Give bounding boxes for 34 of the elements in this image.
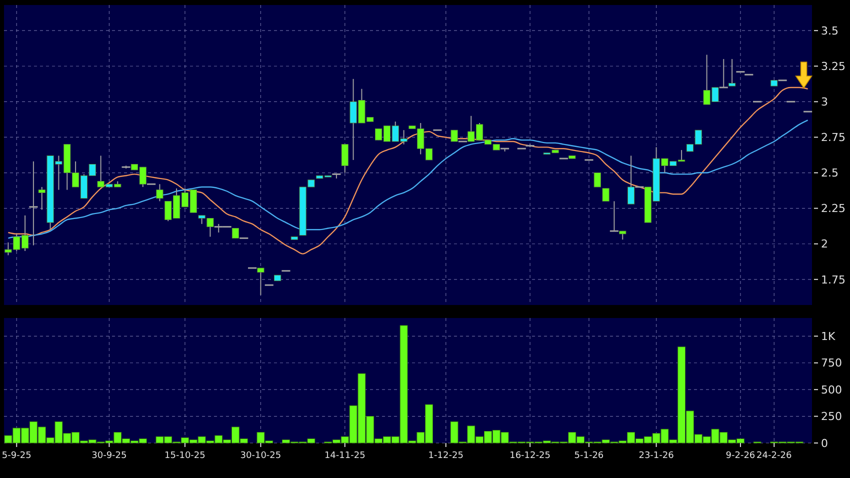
candlestick bbox=[719, 58, 728, 88]
x-tick-label: 15-10-25 bbox=[164, 451, 206, 461]
y-tick-label: 1K bbox=[821, 330, 836, 344]
x-tick-label: 9-2-26 bbox=[726, 451, 756, 461]
x-tick-label: 1-12-25 bbox=[428, 451, 464, 461]
y-tick-label: 2 bbox=[821, 238, 828, 251]
x-tick-label: 5-9-25 bbox=[2, 451, 32, 461]
y-tick-label: 2.25 bbox=[821, 202, 846, 216]
candlestick bbox=[232, 228, 239, 239]
candlestick bbox=[29, 160, 38, 246]
candlestick bbox=[728, 58, 736, 87]
candlestick bbox=[602, 188, 610, 202]
x-tick-label: 16-12-25 bbox=[510, 451, 550, 461]
x-tick-label: 5-1-26 bbox=[574, 451, 604, 461]
x-tick-label: 14-11-25 bbox=[324, 451, 366, 461]
y-tick-label: 2.75 bbox=[821, 131, 846, 144]
candlestick bbox=[594, 172, 601, 188]
candlestick bbox=[156, 184, 164, 202]
y-tick-label: 3 bbox=[821, 96, 828, 109]
x-tick-label: 23-1-26 bbox=[638, 451, 674, 461]
y-tick-label: 1.75 bbox=[821, 273, 846, 286]
y-tick-label: 750 bbox=[821, 356, 842, 370]
y-tick-label: 3.25 bbox=[821, 60, 846, 73]
y-tick-label: 2.5 bbox=[821, 166, 838, 180]
candlestick bbox=[610, 200, 618, 232]
x-tick-label: 30-9-25 bbox=[92, 451, 127, 461]
x-tick-label: 24-2-26 bbox=[756, 451, 792, 461]
y-tick-label: 500 bbox=[821, 383, 842, 396]
y-tick-label: 250 bbox=[821, 410, 842, 424]
y-tick-label: 3.5 bbox=[821, 24, 838, 38]
x-tick-label: 30-10-25 bbox=[240, 451, 282, 461]
candlestick bbox=[450, 130, 458, 142]
y-tick-label: 0 bbox=[821, 436, 828, 450]
candlestick bbox=[341, 144, 348, 174]
